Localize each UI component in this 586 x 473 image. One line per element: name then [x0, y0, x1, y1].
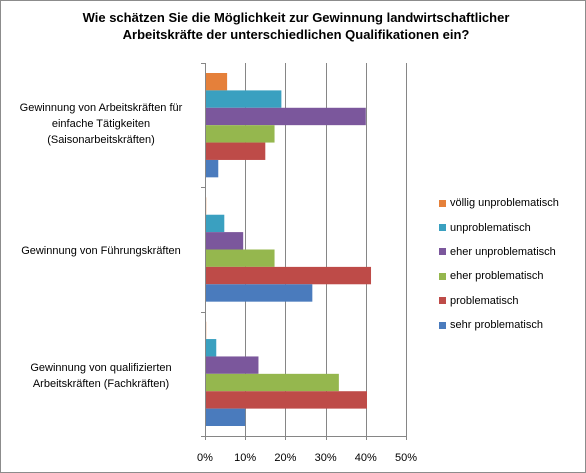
legend-swatch — [439, 272, 446, 280]
legend-swatch — [439, 224, 446, 232]
bar — [205, 266, 372, 285]
x-tick-label: 30% — [315, 452, 337, 464]
legend-swatch — [439, 248, 446, 256]
category-label-fuehrungskraefte: Gewinnung von Führungskräften — [3, 243, 199, 259]
legend-label: problematisch — [450, 294, 519, 307]
bar — [205, 159, 219, 178]
category-label-line: einfache Tätigkeiten — [51, 118, 151, 130]
bar — [205, 107, 366, 126]
bar — [205, 339, 217, 357]
legend-swatch — [439, 321, 446, 329]
legend-item-unproblematisch: unproblematisch — [439, 215, 559, 239]
bar — [205, 73, 228, 91]
category-label-line: (Saisonarbeitskräften) — [47, 134, 155, 146]
bar — [205, 90, 282, 108]
chart-title: Wie schätzen Sie die Möglichkeit zur Gew… — [82, 10, 510, 42]
bar — [205, 249, 275, 267]
legend-label: sehr problematisch — [450, 319, 543, 332]
x-tick-label: 0% — [197, 452, 213, 464]
category-label-fachkraefte: Gewinnung von qualifizierten Arbeitskräf… — [3, 360, 199, 392]
bar — [205, 408, 246, 426]
x-tick-label: 50% — [395, 452, 417, 464]
bar — [205, 391, 368, 409]
x-tick-label: 10% — [234, 452, 256, 464]
legend-item-voellig-unproblematisch: völlig unproblematisch — [439, 191, 559, 215]
legend-item-sehr-problematisch: sehr problematisch — [439, 313, 559, 337]
category-label-line: Arbeitskräften (Fachkräften) — [32, 378, 170, 390]
legend-label: eher problematisch — [450, 270, 544, 283]
legend-swatch — [439, 297, 446, 305]
category-label-line: Gewinnung von Arbeitskräften für — [19, 102, 183, 114]
bar — [205, 373, 339, 392]
bar — [205, 356, 259, 374]
bar — [205, 284, 313, 302]
legend: völlig unproblematisch unproblematisch e… — [439, 191, 559, 337]
bar — [205, 142, 266, 160]
legend-item-eher-unproblematisch: eher unproblematisch — [439, 240, 559, 264]
legend-label: völlig unproblematisch — [450, 197, 559, 210]
bar — [205, 214, 225, 233]
legend-label: eher unproblematisch — [450, 245, 556, 258]
category-label-line: Gewinnung von Führungskräften — [21, 245, 181, 257]
category-label-einfache-taetigkeiten: Gewinnung von Arbeitskräften für einfach… — [3, 100, 199, 148]
legend-label: unproblematisch — [450, 221, 531, 234]
x-tick-label: 20% — [274, 452, 296, 464]
x-tick-label: 40% — [355, 452, 377, 464]
legend-swatch — [439, 199, 446, 207]
category-label-line: Gewinnung von qualifizierten — [30, 362, 172, 374]
legend-item-eher-problematisch: eher problematisch — [439, 264, 559, 288]
legend-item-problematisch: problematisch — [439, 289, 559, 313]
bar — [205, 125, 275, 143]
bar — [205, 232, 244, 250]
